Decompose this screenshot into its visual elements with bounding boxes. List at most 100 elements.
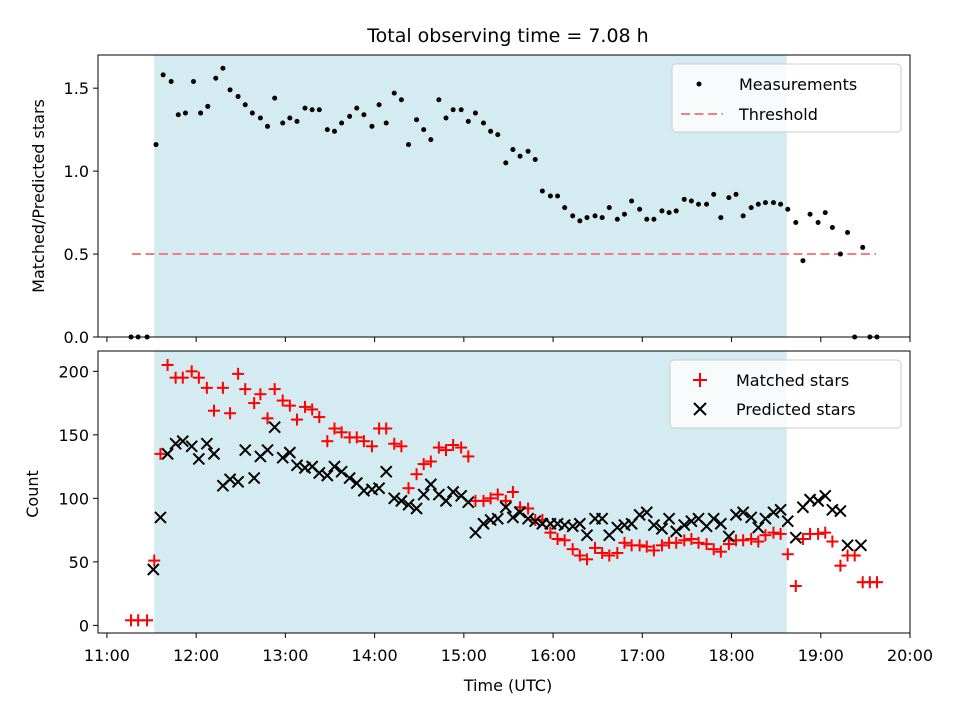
predicted-star-point <box>678 518 691 532</box>
predicted-star-point <box>223 473 237 486</box>
measurement-point <box>733 191 739 197</box>
xtick-label: 13:00 <box>262 646 308 665</box>
matched-star-point <box>640 540 653 553</box>
measurement-point <box>249 110 255 116</box>
measurement-point <box>421 127 427 133</box>
predicted-star-point <box>854 539 868 552</box>
matched-star-point <box>357 435 370 448</box>
measurement-point <box>309 107 315 113</box>
matched-star-point <box>678 534 691 547</box>
predicted-star-point <box>595 512 609 525</box>
matched-star-point <box>789 580 802 592</box>
legend-measurements-label: Measurements <box>739 75 857 94</box>
measurement-point <box>644 216 650 222</box>
predicted-star-point <box>513 506 527 519</box>
matched-star-point <box>276 394 289 407</box>
bottom-x-ticks: 11:00 12:00 13:00 14:00 15:00 16:00 17:00 18:00… <box>84 633 933 665</box>
measurement-point <box>651 216 657 222</box>
measurement-point <box>220 65 226 71</box>
predicted-star-point <box>207 447 221 461</box>
predicted-star-point <box>231 475 245 489</box>
matched-star-point <box>826 535 839 548</box>
matched-star-point <box>834 559 847 572</box>
measurement-point <box>807 211 813 217</box>
matched-star-point <box>692 536 705 549</box>
bottom-y-ticks: 0 50 100 150 200 <box>58 362 98 635</box>
measurement-point <box>182 110 188 116</box>
matched-star-point <box>506 486 519 498</box>
matched-star-point <box>440 444 452 457</box>
measurement-point <box>331 128 337 134</box>
predicted-star-point <box>185 440 198 453</box>
measurement-point <box>532 157 538 163</box>
matched-star-point <box>254 388 267 401</box>
predicted-star-point <box>424 478 438 491</box>
predicted-star-point <box>521 512 535 525</box>
predicted-star-point <box>655 522 669 536</box>
measurement-point <box>517 153 523 159</box>
measurement-point <box>510 147 516 153</box>
xtick-label: 16:00 <box>530 646 576 665</box>
matched-star-point <box>491 488 504 501</box>
predicted-star-point <box>239 443 252 457</box>
measurement-point <box>480 120 486 126</box>
measurement-point <box>153 142 159 148</box>
measurement-point <box>666 210 672 216</box>
measurement-point <box>339 120 345 126</box>
xtick-label: 18:00 <box>708 646 754 665</box>
predicted-star-point <box>499 501 512 514</box>
matched-star-point <box>208 404 220 417</box>
predicted-star-point <box>752 521 765 534</box>
measurement-point <box>592 213 598 219</box>
bottom-predicted-points <box>147 421 868 576</box>
measurement-point <box>376 102 382 108</box>
bottom-ytick-label: 100 <box>58 489 89 508</box>
measurement-point <box>272 95 278 101</box>
top-x-ticks <box>106 337 911 342</box>
measurement-point <box>740 213 746 219</box>
matched-star-point <box>714 545 727 558</box>
predicted-star-point <box>759 512 772 525</box>
measurement-point <box>280 120 286 126</box>
measurement-point <box>815 220 821 226</box>
predicted-star-point <box>410 502 423 515</box>
matched-star-point <box>484 492 497 505</box>
measurement-point <box>770 200 776 206</box>
predicted-star-point <box>261 443 274 457</box>
bottom-matched-points <box>125 358 883 627</box>
measurement-point <box>361 112 367 118</box>
predicted-star-point <box>841 539 854 552</box>
measurement-point <box>465 118 471 124</box>
bottom-y-axis-label: Count <box>23 470 42 518</box>
xtick-label: 20:00 <box>887 646 933 665</box>
measurement-point <box>688 198 694 204</box>
top-ytick-label: 1.0 <box>64 162 89 181</box>
matched-star-point <box>558 534 571 547</box>
measurement-point <box>584 215 590 221</box>
measurement-point <box>726 195 732 201</box>
measurement-point <box>265 123 271 129</box>
xtick-label: 14:00 <box>352 646 398 665</box>
predicted-star-point <box>462 495 475 509</box>
measurement-point <box>175 112 181 118</box>
predicted-star-point <box>767 506 780 519</box>
predicted-star-point <box>402 498 415 511</box>
measurement-point <box>748 205 754 211</box>
measurement-point <box>213 75 219 81</box>
predicted-star-point <box>670 525 683 538</box>
matched-star-point <box>759 529 772 542</box>
measurement-point <box>673 208 679 214</box>
measurement-point <box>860 244 866 250</box>
bottom-panel: 0 50 100 150 200 11:00 12:00 13:00 14:00 15:00 16… <box>23 350 933 695</box>
measurement-point <box>599 215 605 221</box>
predicted-star-point <box>283 446 297 459</box>
measurement-point <box>503 160 509 166</box>
matched-star-point <box>268 383 281 396</box>
measurement-point <box>406 142 412 148</box>
predicted-star-point <box>640 506 653 519</box>
measurement-point <box>443 115 449 121</box>
predicted-star-point <box>200 437 214 450</box>
measurement-point <box>458 107 464 113</box>
predicted-star-point <box>647 518 661 532</box>
measurement-point <box>198 110 204 116</box>
